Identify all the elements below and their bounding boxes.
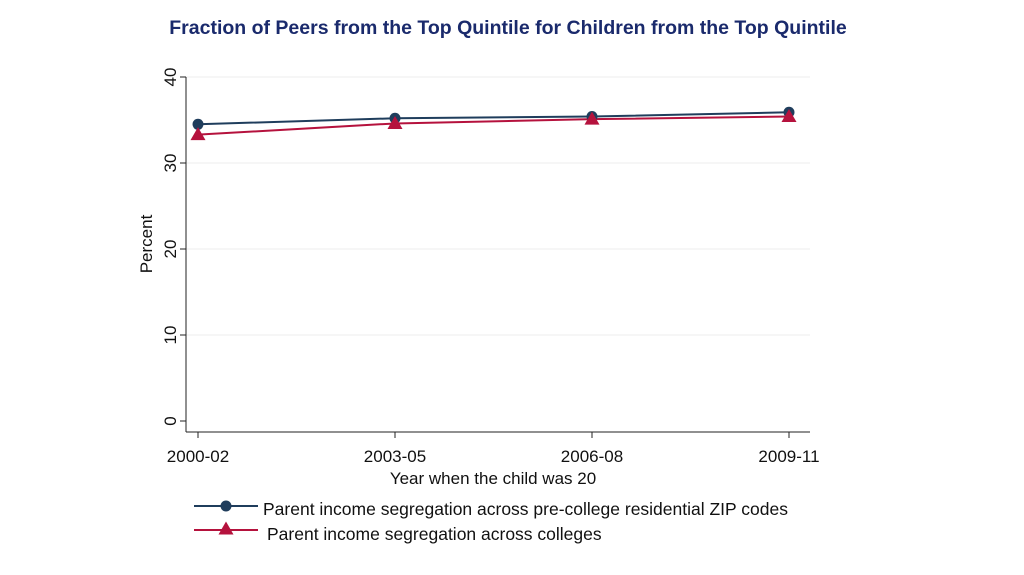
chart-title: Fraction of Peers from the Top Quintile … [169, 17, 847, 39]
legend-label-colleges: Parent income segregation across college… [267, 524, 602, 544]
y-tick-label: 0 [161, 416, 180, 425]
data-point-circle [192, 118, 204, 130]
legend-item-colleges: Parent income segregation across college… [194, 521, 602, 544]
data-point-triangle [190, 127, 206, 141]
x-tick-label: 2003-05 [364, 447, 426, 466]
y-axis-label: Percent [137, 214, 156, 273]
y-tick-label: 40 [161, 68, 180, 87]
y-tick-label: 20 [161, 240, 180, 259]
legend-item-zip-codes: Parent income segregation across pre-col… [194, 499, 788, 519]
axes [185, 77, 810, 433]
data-point-triangle [781, 109, 797, 123]
legend-marker-circle-icon [220, 500, 232, 512]
x-tick-label: 2006-08 [561, 447, 623, 466]
series-line-1 [197, 115, 790, 136]
gridlines [186, 76, 810, 336]
y-tick-label: 10 [161, 326, 180, 345]
y-axis-ticks: 0 10 20 30 40 [161, 68, 186, 426]
legend-label-zip-codes: Parent income segregation across pre-col… [263, 499, 788, 519]
x-tick-label: 2009-11 [758, 447, 819, 466]
legend-marker-triangle-icon [218, 521, 234, 535]
series-markers [190, 106, 797, 141]
series-line-0 [197, 111, 790, 126]
legend: Parent income segregation across pre-col… [194, 499, 788, 544]
y-tick-label: 30 [161, 154, 180, 173]
x-axis-label: Year when the child was 20 [390, 469, 596, 488]
series-lines [197, 111, 790, 136]
x-axis-ticks: 2000-02 2003-05 2006-08 2009-11 [167, 432, 820, 466]
data-point-triangle [387, 115, 403, 129]
x-tick-label: 2000-02 [167, 447, 229, 466]
data-point-triangle [584, 111, 600, 125]
